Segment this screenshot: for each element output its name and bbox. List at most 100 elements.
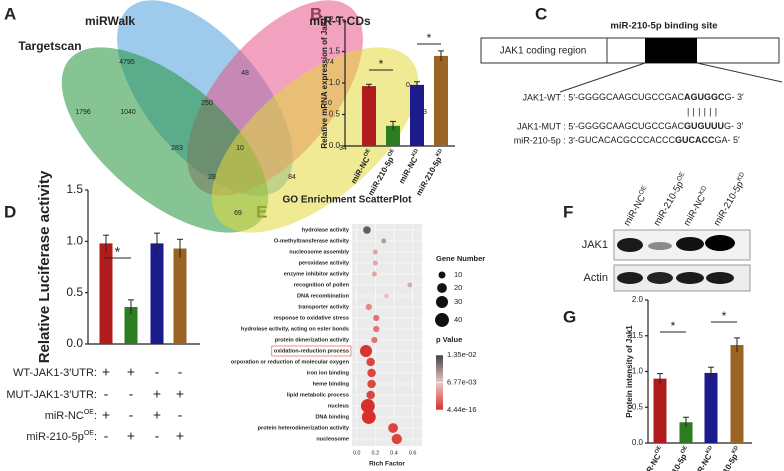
x-tick-label: miR-210-5pKD — [710, 445, 744, 471]
point — [373, 314, 380, 322]
band — [617, 238, 643, 252]
text-part: miR-210-5p — [26, 431, 83, 443]
y-tick-label: 0.0 — [66, 336, 83, 350]
legend-size — [435, 295, 449, 309]
y-axis-title: Relative Luciferase activity — [36, 170, 53, 363]
x-axis-title: Rich Factor — [369, 461, 405, 468]
text-part: GA — [715, 135, 728, 145]
band — [705, 235, 735, 251]
venn-count: 34 — [339, 145, 347, 152]
error-bar — [708, 366, 714, 379]
point — [367, 368, 376, 378]
venn-count: 69 — [234, 210, 242, 217]
y-tick-label: 0.5 — [66, 285, 83, 299]
zoom-line — [559, 62, 646, 93]
colorbar-label: 4.44e-16 — [447, 405, 477, 414]
legend-size — [438, 271, 446, 279]
x-tick-label: 0.6 — [409, 450, 417, 456]
venn-count: 1796 — [75, 109, 91, 116]
western-blot: JAK1 Actin — [582, 229, 751, 292]
error-bar — [177, 238, 183, 258]
text-part: GUCACC — [675, 135, 715, 145]
point — [366, 357, 375, 367]
significance-label: * — [379, 57, 384, 71]
bar — [653, 378, 667, 443]
text-part: miR-NC — [397, 155, 420, 185]
point — [391, 433, 402, 445]
y-axis-title: Relative mRNA expression of Jak1 — [320, 17, 329, 149]
x-tick-label: miR-210-5pKD — [414, 148, 448, 197]
base-pairing: |||||| — [687, 106, 720, 116]
text-part: WT-JAK1-3′UTR: — [13, 367, 97, 379]
significance-label: * — [427, 31, 432, 45]
text-part: GUCACACGCCCACCC — [578, 135, 676, 145]
venn-count: 250 — [201, 100, 213, 107]
y-tick-label: 1.5 — [66, 182, 83, 196]
condition-label: miR-210-5pOE: — [26, 430, 97, 443]
text-part: miR-NC — [621, 193, 647, 228]
condition-sign: - — [104, 428, 109, 444]
point — [360, 399, 375, 413]
error-bar — [154, 232, 160, 254]
y-tick-label: 2.0 — [329, 15, 341, 24]
y-tick-label: 0.5 — [329, 110, 341, 119]
x-tick-label: miR-NCOE — [640, 445, 667, 471]
venn-count: 84 — [288, 174, 296, 181]
coding-region-box — [480, 37, 780, 64]
point — [407, 282, 413, 288]
legend-size-label: 40 — [454, 315, 462, 324]
text-part: OE — [654, 445, 663, 455]
y-tick-label: hydrolase activity — [302, 227, 350, 233]
condition-sign: - — [178, 407, 183, 423]
condition-sign: + — [153, 386, 161, 402]
error-bar — [390, 120, 396, 131]
y-tick-label: peroxidase activity — [299, 260, 350, 266]
venn-count: 74 — [326, 59, 334, 66]
point — [384, 293, 389, 299]
band — [706, 272, 734, 284]
y-tick-label: heme binding — [313, 381, 350, 387]
panel-label: A — [4, 4, 16, 23]
binding-site — [645, 38, 697, 63]
error-bar — [414, 81, 420, 89]
condition-label: WT-JAK1-3′UTR: — [13, 367, 97, 379]
text-part: miR-210-5p — [414, 155, 443, 197]
error-bar — [103, 234, 109, 252]
error-bar — [683, 416, 689, 428]
panel-label: F — [563, 202, 573, 221]
sequence: GUCACACGCCCACCCGUCACCGA- 5′ — [578, 135, 740, 145]
bar — [124, 307, 138, 344]
venn-label: Targetscan — [18, 39, 81, 53]
bar — [386, 125, 400, 146]
error-bar — [366, 83, 372, 89]
legend-title: Gene Number — [436, 254, 485, 263]
text-part: KD — [411, 148, 420, 158]
legend-title: p Value — [436, 335, 462, 344]
error-bar — [657, 373, 663, 384]
text-part: OE — [84, 430, 94, 437]
text-part: miR-NC — [681, 193, 707, 228]
y-tick-label: 1.0 — [632, 367, 644, 376]
bar — [730, 345, 744, 443]
y-tick-label: hydrolase activity, acting on ester bond… — [241, 326, 349, 332]
x-tick-label: 0.2 — [372, 450, 380, 456]
significance-label: * — [722, 309, 727, 323]
x-tick-label: 0.0 — [353, 450, 361, 456]
condition-sign: + — [176, 386, 184, 402]
condition-sign: + — [176, 428, 184, 444]
x-tick-label: 0.4 — [390, 450, 398, 456]
lane-label: miR-NCKD — [681, 185, 713, 228]
text-part: G — [725, 92, 732, 102]
band — [676, 272, 704, 284]
point — [388, 423, 398, 433]
y-tick-label: 0.5 — [632, 402, 644, 411]
text-part: OE — [637, 184, 648, 196]
sequence: GGGGCAAGCUGCCGACAGUGGCG- 3′ — [578, 92, 744, 102]
band — [676, 237, 704, 251]
text-part: GGGGCAAGCUGCCGAC — [578, 92, 685, 102]
legend-size-label: 20 — [454, 283, 462, 292]
y-tick-label: DNA recombination — [297, 293, 350, 299]
text-part: : — [94, 410, 97, 422]
legend-size — [435, 313, 449, 327]
